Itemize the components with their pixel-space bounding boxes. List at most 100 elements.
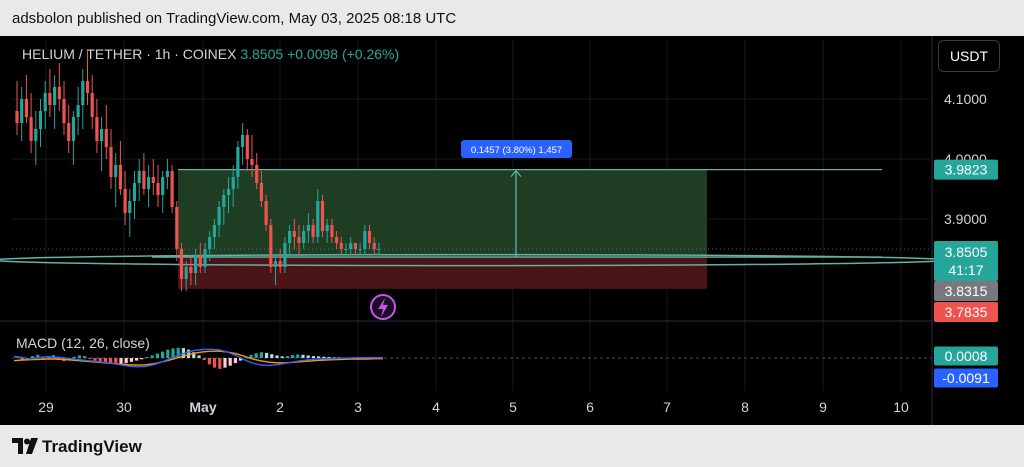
chart-area[interactable]: 0.1457 (3.80%) 1,457 4.1000 4.0000 3.9000 2… xyxy=(0,36,1024,425)
candle-body xyxy=(123,189,127,213)
macd-histogram-bar xyxy=(207,358,211,365)
candle-body xyxy=(165,171,169,177)
macd-histogram-bar xyxy=(88,358,92,359)
macd-histogram-bar xyxy=(67,358,71,361)
last-price: 3.8505 xyxy=(240,46,284,62)
candle-body xyxy=(212,225,216,237)
macd-signal-line xyxy=(13,350,383,366)
candle-body xyxy=(100,129,104,141)
macd-histogram-bar xyxy=(249,354,253,358)
stop-price-label-box xyxy=(934,302,998,322)
macd-histogram-bar xyxy=(155,353,159,358)
candle-body xyxy=(358,249,362,250)
candle-body xyxy=(367,231,372,243)
candle-body xyxy=(90,93,94,117)
measure-tag-box xyxy=(461,140,572,158)
measure-arrowhead xyxy=(510,169,522,178)
candle-body xyxy=(95,117,99,141)
candle-body xyxy=(222,195,226,207)
x-tick-label: 5 xyxy=(509,399,517,415)
macd-value-label-text: 0.0008 xyxy=(945,348,988,364)
candle-body xyxy=(34,129,38,141)
macd-histogram-bar xyxy=(197,355,201,358)
candle-body xyxy=(269,225,273,267)
attribution-bar: adsbolon published on TradingView.com, M… xyxy=(0,0,1024,36)
signal-value-label-box xyxy=(934,368,998,388)
x-tick-label: 8 xyxy=(741,399,749,415)
macd-histogram-bar xyxy=(244,357,248,359)
candle-body xyxy=(311,225,315,237)
candle-body xyxy=(142,171,146,189)
x-tick-label: 30 xyxy=(116,399,132,415)
candle-body xyxy=(43,93,47,111)
macd-histogram-bar xyxy=(114,358,118,365)
macd-histogram-bar xyxy=(317,356,321,358)
macd-histogram-bar xyxy=(109,358,113,364)
price-chart[interactable]: 0.1457 (3.80%) 1,457 4.10004.00003.90002… xyxy=(0,36,1024,425)
x-tick-label: May xyxy=(189,399,216,415)
currency-button[interactable]: USDT xyxy=(938,40,1000,72)
attribution-text: adsbolon published on TradingView.com, M… xyxy=(12,10,457,27)
loss-zone xyxy=(178,257,707,289)
macd-histogram-bar xyxy=(36,354,40,358)
macd-histogram-bar xyxy=(239,358,243,361)
candle-body xyxy=(330,225,334,237)
candle-body xyxy=(151,177,155,183)
candle-body xyxy=(236,147,240,177)
candle-body xyxy=(170,171,174,207)
macd-histogram-bar xyxy=(270,354,274,358)
candle-body xyxy=(114,165,118,177)
candle-body xyxy=(363,231,367,249)
macd-histogram-bar xyxy=(275,355,279,358)
candle-body xyxy=(245,135,249,159)
candle-body xyxy=(344,249,348,250)
macd-title: MACD (12, 26, close) xyxy=(16,335,150,351)
macd-histogram-bar xyxy=(124,358,128,364)
candle-body xyxy=(137,171,141,183)
macd-histogram-bar xyxy=(311,356,315,358)
measure-tag-text: 0.1457 (3.80%) 1,457 xyxy=(471,145,562,156)
candle-body xyxy=(53,87,57,105)
macd-histogram-bar xyxy=(291,355,295,358)
y-tick-label: 3.9000 xyxy=(944,211,987,227)
candle-body xyxy=(339,243,343,249)
candle-body xyxy=(15,111,19,123)
candle-body xyxy=(62,99,66,123)
macd-histogram-bar xyxy=(306,355,310,358)
target-price-label-box xyxy=(934,159,998,180)
candle-body xyxy=(241,135,245,147)
price-change: +0.0098 (+0.26%) xyxy=(287,46,400,62)
candle-body xyxy=(132,183,137,201)
candle-body xyxy=(288,231,292,243)
lightning-icon[interactable] xyxy=(370,294,396,320)
x-tick-label: 2 xyxy=(276,399,284,415)
candle-body xyxy=(292,231,296,237)
candle-body xyxy=(349,243,353,249)
candle-body xyxy=(353,243,357,249)
tradingview-logo-icon xyxy=(12,438,38,454)
candle-body xyxy=(316,201,320,237)
macd-histogram-bar xyxy=(259,352,263,358)
x-tick-label: 6 xyxy=(586,399,594,415)
candle-body xyxy=(48,93,52,105)
footer: TradingView xyxy=(0,425,1024,467)
macd-histogram-bar xyxy=(296,354,300,358)
macd-histogram-bar xyxy=(192,352,196,358)
candle-body xyxy=(179,249,184,279)
macd-histogram-bar xyxy=(202,358,206,360)
macd-histogram-bar xyxy=(129,358,133,362)
candle-body xyxy=(76,105,80,117)
x-tick-label: 29 xyxy=(38,399,54,415)
macd-histogram-bar xyxy=(285,356,289,358)
macd-histogram-bar xyxy=(103,358,107,363)
macd-histogram-bar xyxy=(171,348,175,358)
macd-histogram-bar xyxy=(150,355,154,358)
candle-body xyxy=(198,255,202,267)
x-tick-label: 7 xyxy=(663,399,671,415)
x-tick-label: 9 xyxy=(819,399,827,415)
candle-body xyxy=(118,165,122,189)
x-tick-label: 10 xyxy=(893,399,909,415)
candle-body xyxy=(250,159,254,165)
level-price-label-text: 3.8315 xyxy=(945,283,988,299)
macd-histogram-bar xyxy=(332,357,336,358)
